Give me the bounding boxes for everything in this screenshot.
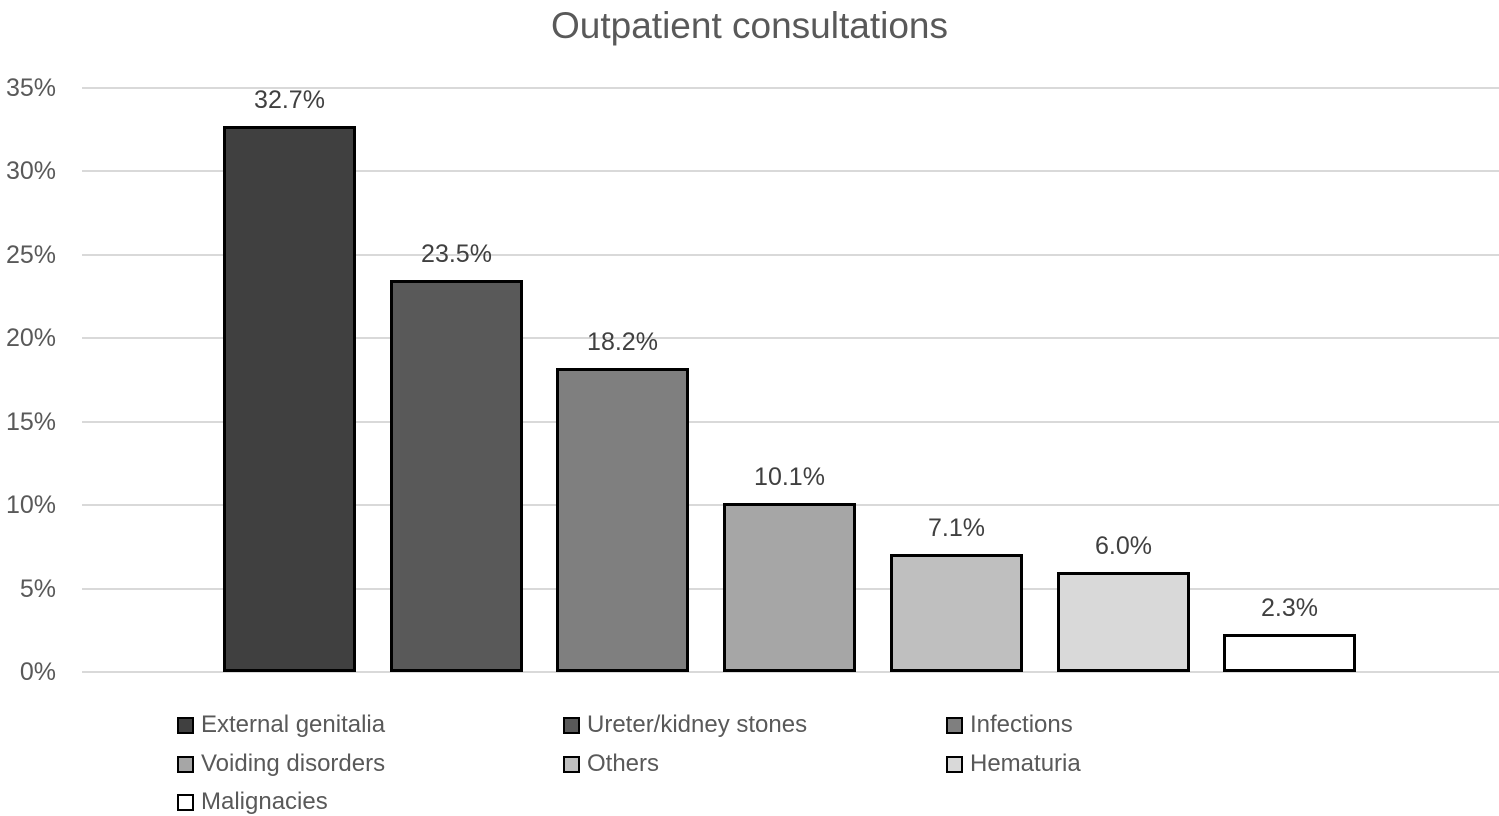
legend-swatch-icon [177, 755, 194, 773]
bar-value-label: 18.2% [587, 328, 658, 356]
legend-item-ureter-kidney-stones: Ureter/kidney stones [563, 710, 807, 740]
y-tick-label: 5% [19, 574, 56, 603]
gridline-20% [82, 337, 1499, 340]
y-tick-label: 35% [5, 74, 56, 102]
bar-value-label: 23.5% [421, 240, 492, 268]
bar-hematuria [1057, 572, 1190, 672]
bar-others [890, 554, 1023, 672]
bar-value-label: 6.0% [1095, 532, 1152, 560]
legend-swatch-icon [177, 716, 194, 734]
y-tick-label: 25% [5, 240, 56, 269]
gridline-0% [82, 671, 1499, 673]
chart-title: Outpatient consultations [551, 5, 948, 46]
legend-label: Hematuria [970, 750, 1081, 777]
y-tick-label: 20% [5, 324, 56, 353]
legend-swatch-icon [563, 755, 580, 773]
legend-label: Malignacies [201, 788, 328, 815]
y-tick-label: 10% [5, 491, 56, 520]
legend-item-others: Others [563, 749, 659, 779]
bar-value-label: 7.1% [928, 514, 985, 542]
legend-swatch-icon [177, 793, 194, 811]
bar-infections [556, 368, 689, 672]
bar-voiding-disorders [723, 503, 856, 672]
y-tick-label: 30% [5, 157, 56, 186]
y-tick-label: 15% [5, 407, 56, 436]
bar-value-label: 2.3% [1261, 594, 1318, 622]
legend-item-external-genitalia: External genitalia [177, 710, 385, 740]
legend-swatch-icon [563, 716, 580, 734]
bar-malignacies [1223, 634, 1356, 672]
bar-external-genitalia [223, 126, 356, 672]
bar-value-label: 10.1% [754, 463, 825, 491]
legend-item-hematuria: Hematuria [946, 749, 1081, 779]
legend-swatch-icon [946, 716, 963, 734]
legend-item-voiding-disorders: Voiding disorders [177, 749, 385, 779]
gridline-25% [82, 253, 1499, 256]
legend-item-malignacies: Malignacies [177, 787, 328, 816]
y-tick-label: 0% [19, 658, 56, 686]
legend-label: Voiding disorders [201, 750, 386, 777]
legend-label: Infections [970, 711, 1073, 738]
gridline-15% [82, 420, 1499, 423]
bar-value-label: 32.7% [254, 86, 325, 114]
bar-ureter-kidney-stones [390, 280, 523, 672]
legend-label: Ureter/kidney stones [587, 711, 808, 738]
legend-swatch-icon [946, 755, 963, 773]
gridline-30% [82, 170, 1499, 173]
legend-item-infections: Infections [946, 710, 1073, 740]
legend-label: External genitalia [201, 711, 386, 738]
legend-label: Others [587, 750, 660, 777]
gridline-35% [82, 87, 1499, 89]
